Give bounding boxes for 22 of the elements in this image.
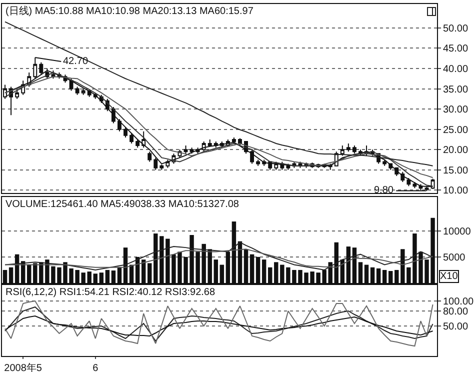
y-tick-label: 50.00	[443, 322, 468, 332]
chart-title: (日线) MA5:10.88 MA10:10.98 MA20:13.13 MA60:15.97	[5, 5, 254, 17]
x-tick-label: 6	[92, 363, 99, 372]
y-tick-label: 10.00	[443, 186, 468, 197]
y-tick-label: 45.00	[443, 44, 468, 55]
y-tick-label: 10000	[443, 226, 472, 238]
y-tick-label: 40.00	[443, 64, 468, 75]
x-tick-label: 2008年5	[4, 362, 42, 372]
annotation: 9.80	[374, 185, 394, 196]
y-tick-label: 30.00	[443, 104, 468, 116]
y-tick-label: 15.00	[443, 165, 468, 176]
y-tick-label: 5000	[443, 252, 466, 264]
text: X10	[440, 271, 458, 282]
y-tick-label: 80.00	[443, 306, 468, 318]
annotation: 42.70	[63, 56, 88, 67]
y-tick-label: 100.00	[443, 296, 474, 308]
chart-title: VOLUME:125461.40 MA5:49038.33 MA10:51327.08	[5, 199, 240, 210]
y-tick-label: 35.00	[443, 84, 468, 96]
chart-title: RSI(6,12,2) RSI1:54.21 RSI2:40.12 RSI3:92.68	[5, 287, 216, 298]
y-tick-label: 25.00	[443, 124, 468, 136]
y-tick-label: 50.00	[443, 23, 468, 34]
y-tick-label: 20.00	[443, 145, 468, 156]
